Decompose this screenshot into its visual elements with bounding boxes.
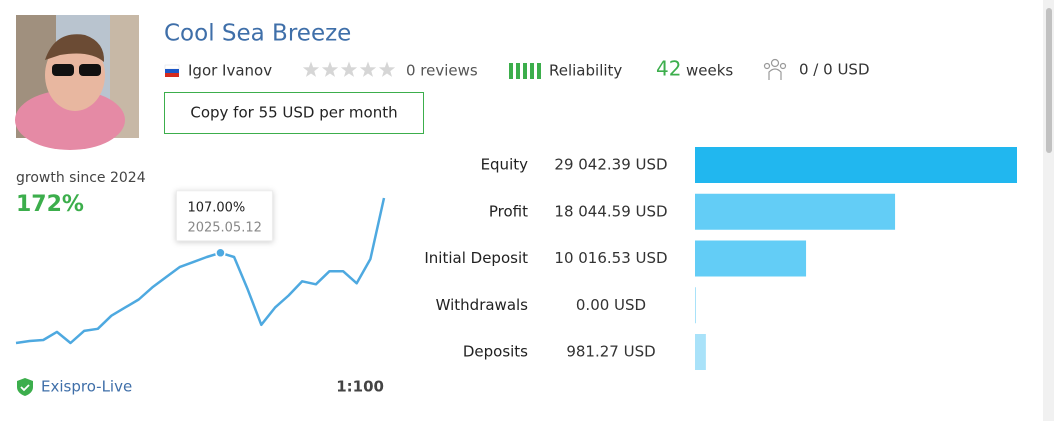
subscribers: 0 / 0 USD (799, 61, 870, 79)
reviews[interactable]: 0 reviews (406, 62, 478, 80)
scrollbar-thumb[interactable] (1046, 8, 1052, 153)
broker[interactable]: Exispro-Live (41, 378, 132, 396)
stat-value: 18 044.59 USD (554, 202, 667, 220)
highlight-point (215, 247, 226, 259)
growth-total: 172% (16, 192, 84, 217)
stat-bar (695, 240, 807, 277)
tooltip: 107.00% 2025.05.12 (175, 190, 273, 242)
stat-label: Initial Deposit (424, 249, 528, 267)
weeks-label: weeks (686, 62, 733, 80)
star (340, 61, 358, 77)
stat-label: Deposits (463, 343, 528, 361)
stat-value: 0.00 USD (576, 296, 646, 314)
stat-bar (695, 193, 896, 230)
scrollbar-track (1043, 0, 1054, 421)
tooltip-date: 2025.05.12 (187, 220, 261, 235)
star (302, 61, 320, 77)
copy-button[interactable]: Copy for 55 USD per month (164, 92, 424, 134)
leverage: 1:100 (336, 378, 384, 396)
author-name[interactable]: Igor Ivanov (188, 62, 272, 80)
weeks-count: 42 (656, 57, 681, 81)
growth-chart: 107.00% 2025.05.12 (15, 190, 386, 345)
reliability-icon (509, 63, 541, 79)
star (378, 61, 396, 77)
stat-value: 10 016.53 USD (554, 249, 667, 267)
rating-stars (302, 61, 396, 77)
stats: Equity 29 042.39 USD Profit 18 044.59 USD In… (424, 147, 1017, 370)
subscribers-icon (763, 58, 787, 80)
tooltip-box (175, 190, 273, 242)
copy-button-label[interactable]: Copy for 55 USD per month (190, 104, 397, 122)
growth-label: growth since 2024 (16, 170, 146, 186)
stat-label: Equity (481, 156, 529, 174)
avatar (15, 15, 139, 150)
star (359, 61, 377, 77)
tooltip-value: 107.00% (187, 200, 245, 215)
star (321, 61, 339, 77)
reliability-label: Reliability (549, 62, 622, 80)
stat-bar (695, 334, 706, 370)
growth-line (15, 197, 386, 345)
signal-title[interactable]: Cool Sea Breeze (164, 21, 351, 47)
stat-value: 981.27 USD (566, 343, 655, 361)
stat-label: Withdrawals (436, 296, 529, 314)
stat-label: Profit (489, 202, 528, 220)
stat-bar (695, 287, 696, 324)
stat-value: 29 042.39 USD (554, 156, 667, 174)
verified-icon (17, 378, 33, 396)
stat-bar (695, 147, 1017, 183)
flag (164, 64, 180, 77)
